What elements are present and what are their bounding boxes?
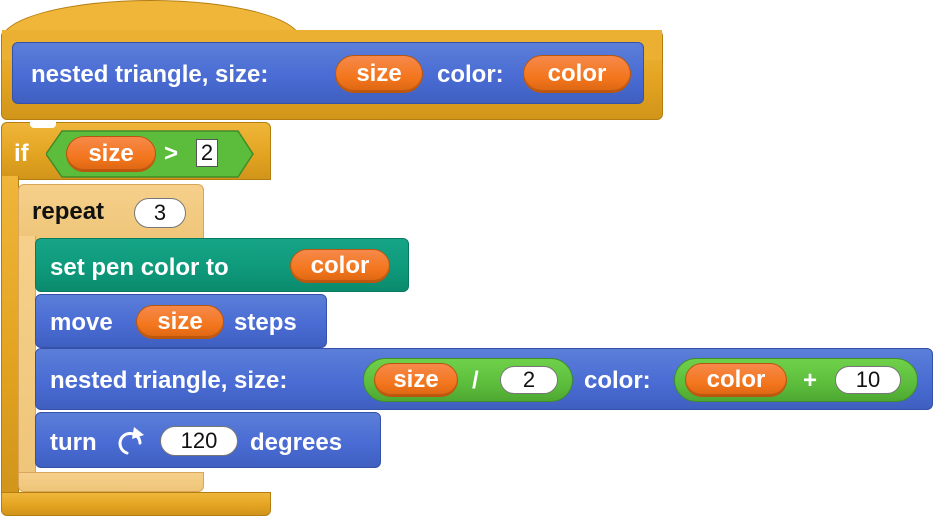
move-size-var-label: size	[157, 308, 203, 335]
division-size-label: size	[393, 366, 439, 393]
predicate-size-label: size	[88, 140, 134, 167]
if-notch	[30, 122, 56, 128]
set-pen-color-block[interactable]: set pen color to color	[35, 238, 409, 292]
move-block[interactable]: move size steps	[35, 294, 327, 348]
prototype-color-label: color:	[437, 61, 504, 88]
repeat-keyword: repeat	[32, 198, 105, 225]
division-value-input[interactable]: 2	[500, 366, 558, 394]
set-pen-color-label: set pen color to	[50, 254, 229, 281]
recursive-call-block[interactable]: nested triangle, size: size / 2 color: c…	[35, 348, 933, 410]
addition-color-label: color	[706, 366, 766, 393]
repeat-bottom	[18, 472, 204, 492]
greater-than-operator: >	[164, 140, 179, 167]
turn-degrees-input[interactable]: 120	[160, 426, 238, 456]
predicate-value-input[interactable]: 2	[196, 139, 218, 167]
greater-than-predicate[interactable]: size > 2	[46, 130, 254, 178]
if-keyword: if	[14, 140, 29, 167]
move-steps-label: steps	[234, 309, 297, 336]
division-size-var[interactable]: size	[374, 363, 458, 397]
division-reporter[interactable]: size / 2	[363, 358, 573, 402]
division-operator: /	[472, 367, 479, 394]
set-pen-color-var-label: color	[310, 252, 370, 279]
turn-block[interactable]: turn 120 degrees	[35, 412, 381, 468]
rotate-clockwise-icon	[118, 423, 148, 459]
prototype-block[interactable]: nested triangle, size: size color: color	[12, 42, 644, 104]
recursive-color-label: color:	[584, 367, 651, 394]
prototype-label: nested triangle, size:	[31, 61, 269, 88]
move-size-var[interactable]: size	[136, 305, 224, 339]
param-color[interactable]: color	[523, 55, 631, 93]
param-color-label: color	[547, 60, 607, 87]
repeat-count-input[interactable]: 3	[134, 198, 186, 228]
param-size[interactable]: size	[335, 55, 423, 93]
if-bottom	[1, 492, 271, 516]
param-size-label: size	[356, 60, 402, 87]
set-pen-color-var[interactable]: color	[290, 249, 390, 283]
predicate-size-var[interactable]: size	[66, 136, 156, 172]
addition-operator: +	[803, 367, 818, 394]
addition-reporter[interactable]: color + 10	[674, 358, 918, 402]
recursive-call-label: nested triangle, size:	[50, 367, 288, 394]
addition-value-input[interactable]: 10	[835, 366, 901, 394]
if-arm	[1, 176, 19, 496]
turn-degrees-label: degrees	[250, 429, 343, 456]
addition-color-var[interactable]: color	[685, 363, 787, 397]
turn-label: turn	[50, 429, 97, 456]
move-label: move	[50, 309, 113, 336]
repeat-arm	[18, 236, 36, 476]
